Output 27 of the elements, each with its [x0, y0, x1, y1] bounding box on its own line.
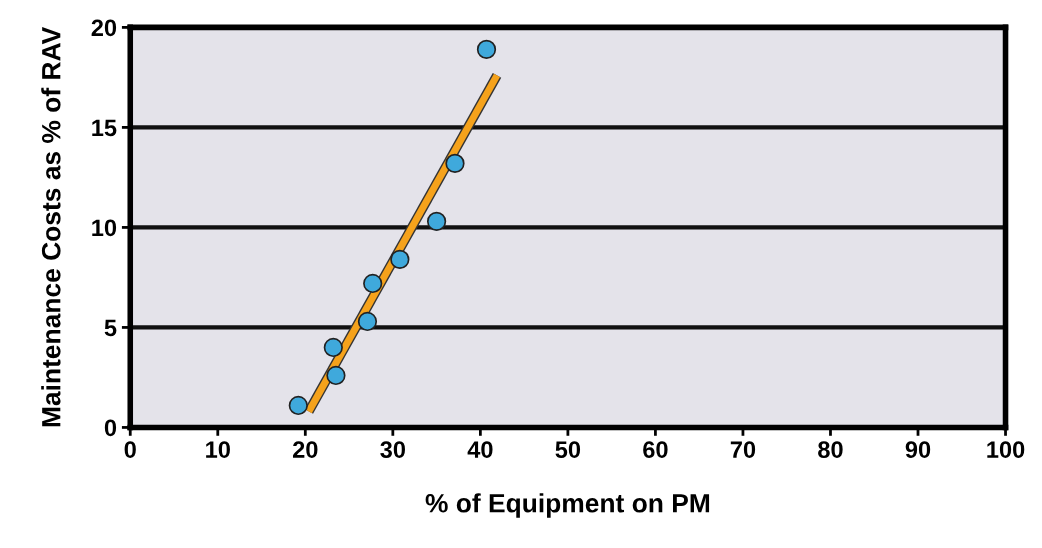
point: [326, 365, 346, 386]
y-tick-label: 5: [104, 319, 117, 337]
x-tick-label: 50: [555, 441, 581, 458]
x-tick-label: 30: [380, 441, 405, 459]
y-tick-label: 20: [91, 19, 117, 37]
point: [357, 311, 378, 332]
x-tick-label: 60: [643, 441, 668, 458]
point: [445, 153, 465, 174]
x-tick-label: 40: [467, 441, 493, 458]
y-tick-label: 0: [104, 419, 117, 437]
point: [323, 337, 343, 358]
point: [363, 273, 383, 294]
point: [288, 395, 308, 416]
y-tick-label: 10: [92, 219, 117, 237]
point: [390, 249, 410, 270]
x-tick-label: 100: [987, 441, 1025, 458]
point: [476, 39, 497, 60]
x-axis-title: % of Equipment on PM: [425, 493, 710, 518]
x-tick-label: 80: [818, 441, 843, 458]
y-axis-title: Maintenance Costs as % of RAV: [41, 26, 61, 427]
y-tick-label: 15: [92, 119, 117, 137]
point: [426, 211, 447, 232]
x-tick-label: 10: [206, 441, 230, 458]
x-tick-label: 20: [293, 441, 318, 458]
x-tick-label: 70: [730, 441, 756, 458]
x-tick-label: 90: [905, 441, 931, 458]
x-tick-label: 0: [124, 441, 136, 458]
